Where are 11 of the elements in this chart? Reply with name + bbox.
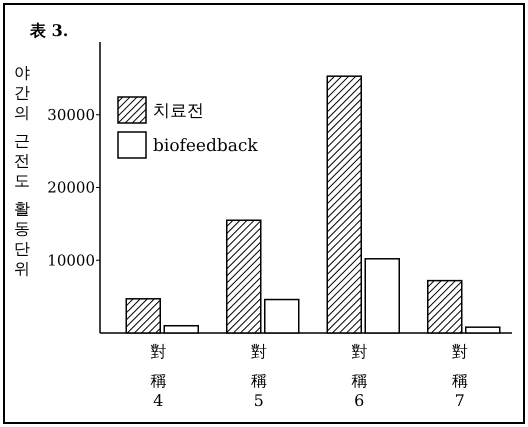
y-tick-label: 20000 xyxy=(47,178,95,196)
legend-label: 치료전 xyxy=(153,101,204,121)
x-tick-label: 對稱6 xyxy=(351,342,368,410)
y-tick-label: 30000 xyxy=(47,106,95,124)
x-tick-label: 對稱4 xyxy=(150,342,166,410)
x-tick-label: 對稱7 xyxy=(452,342,468,410)
x-tick-label: 對稱5 xyxy=(250,342,267,410)
legend-label: biofeedback xyxy=(153,136,258,156)
y-tick-label: 10000 xyxy=(47,251,95,270)
ylabel: 야간의 근전도 활동단위 xyxy=(14,63,30,278)
chart-title: 表 3. xyxy=(29,21,68,40)
